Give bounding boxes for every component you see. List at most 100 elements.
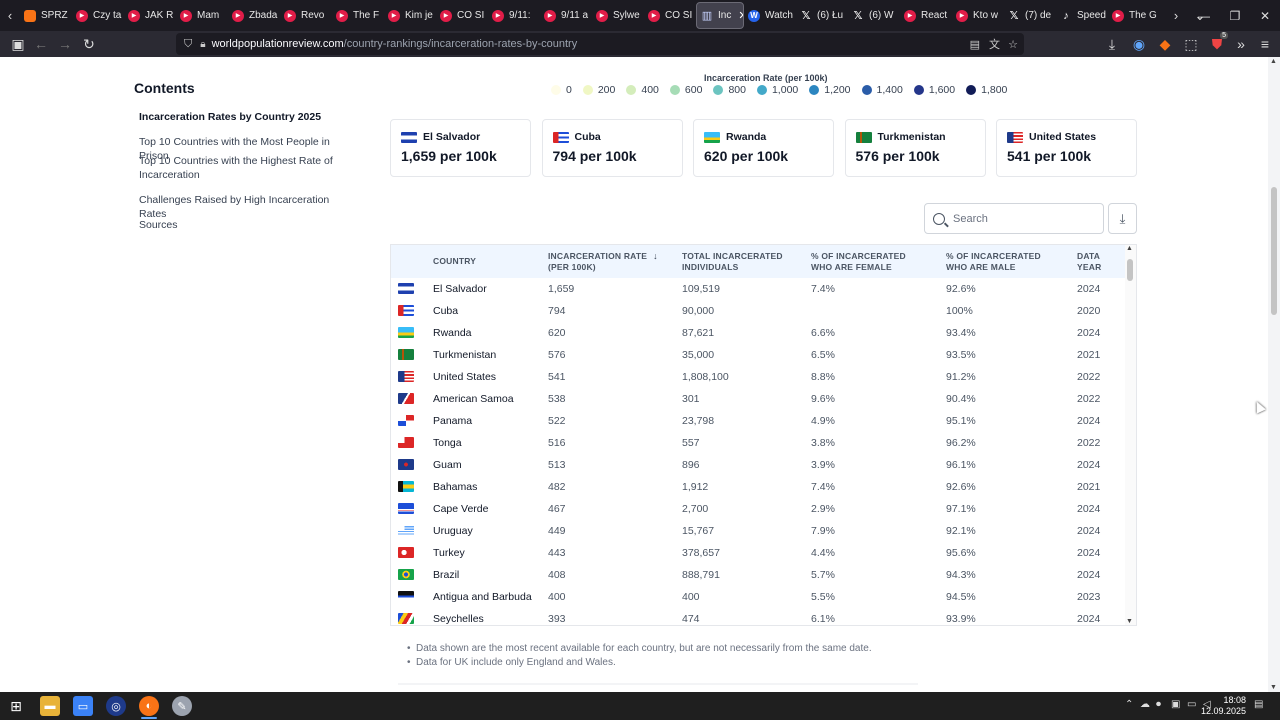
browser-tab[interactable]: SPRZ [20, 2, 72, 29]
browser-tab[interactable]: ▶ 9/11 a [540, 2, 592, 29]
minimize-icon[interactable]: — [1198, 8, 1210, 23]
network-icon[interactable]: ▣ [1171, 699, 1181, 710]
tray-chevron-up-icon[interactable]: ⌃ [1125, 699, 1134, 710]
app-tool-icon[interactable]: ✎ [172, 696, 192, 716]
table-row[interactable]: El Salvador 1,659 109,519 7.4% 92.6% 2024 [391, 278, 1126, 300]
legend-item[interactable]: 1,200 [809, 84, 851, 96]
browser-tab[interactable]: ▶ The G [1108, 2, 1160, 29]
table-row[interactable]: Turkey 443 378,657 4.4% 95.6% 2024 [391, 542, 1126, 564]
toc-link[interactable]: Incarceration Rates by Country 2025 [139, 111, 322, 123]
table-scrollbar[interactable]: ▲ ▼ [1125, 245, 1136, 625]
bookmark-star-icon[interactable]: ☆ [1008, 38, 1018, 51]
page-scroll-down-icon[interactable]: ▼ [1270, 684, 1277, 691]
table-row[interactable]: Panama 522 23,798 4.9% 95.1% 2024 [391, 410, 1126, 432]
page-scroll-up-icon[interactable]: ▲ [1270, 58, 1277, 65]
sort-desc-icon[interactable]: ↓ [653, 251, 658, 261]
browser-tab[interactable]: ♪ Speed [1056, 2, 1108, 29]
legend-item[interactable]: 200 [582, 84, 615, 96]
table-scroll-thumb[interactable] [1127, 259, 1133, 281]
legend-item[interactable]: 1,800 [966, 84, 1007, 96]
table-row[interactable]: Brazil 408 888,791 5.7% 94.3% 2024 [391, 564, 1126, 586]
legend-item[interactable]: 400 [626, 84, 659, 96]
toc-link[interactable]: Top 10 Countries with the Most People in… [139, 136, 330, 162]
legend-item[interactable]: 1,600 [913, 84, 955, 96]
tab-list-chevron-down-icon[interactable]: ⌄ [1194, 7, 1206, 23]
microphone-icon[interactable]: ⏺ [1156, 699, 1161, 710]
browser-tab[interactable]: 𝕏 (6) W [848, 2, 900, 29]
onedrive-cloud-icon[interactable]: ☁ [1140, 699, 1150, 710]
toc-link[interactable]: Top 10 Countries with the Highest Rate o… [139, 155, 333, 181]
more-tools-icon[interactable]: » [1237, 36, 1245, 52]
browser-tab[interactable]: ▶ React [900, 2, 952, 29]
download-data-button[interactable]: ⤓ [1108, 203, 1137, 234]
col-header-total[interactable]: TOTAL INCARCERATED INDIVIDUALS [682, 251, 783, 272]
lock-icon[interactable]: 🔒︎ [200, 38, 206, 50]
table-row[interactable]: United States 541 1,808,100 8.8% 91.2% 2022 [391, 366, 1126, 388]
close-tab-icon[interactable]: ✕ [738, 9, 743, 22]
table-row[interactable]: Cape Verde 467 2,700 2.9% 97.1% 2024 [391, 498, 1126, 520]
scroll-down-icon[interactable]: ▼ [1126, 618, 1133, 625]
top-country-card[interactable]: El Salvador 1,659 per 100k [390, 119, 531, 177]
translate-icon[interactable]: 文 [989, 39, 1000, 51]
table-row[interactable]: Antigua and Barbuda 400 400 5.5% 94.5% 2023 [391, 586, 1126, 608]
reader-view-icon[interactable]: ▤ [969, 38, 980, 51]
search-input-placeholder[interactable]: Search [953, 212, 988, 225]
downloads-icon[interactable]: ⤓ [1108, 35, 1116, 52]
volume-icon[interactable]: ◁ [1203, 699, 1211, 710]
firefox-icon[interactable]: ◐ [139, 696, 159, 716]
browser-tab[interactable]: ▶ Kim je [384, 2, 436, 29]
windows-start-icon[interactable]: ⊞ [10, 697, 22, 714]
close-window-icon[interactable]: ✕ [1259, 8, 1271, 23]
browser-tab[interactable]: ▶ Revo [280, 2, 332, 29]
browser-tab[interactable]: 𝕏 (7) de [1004, 2, 1056, 29]
top-country-card[interactable]: Turkmenistan 576 per 100k [844, 119, 986, 177]
table-row[interactable]: Bahamas 482 1,912 7.4% 92.6% 2021 [391, 476, 1126, 498]
app-monitor-icon[interactable]: ▭ [73, 696, 93, 716]
steam-icon[interactable]: ◎ [106, 696, 126, 716]
legend-item[interactable]: 0 [551, 84, 572, 96]
col-header-year[interactable]: DATA YEAR [1077, 251, 1102, 272]
forward-icon[interactable]: → [58, 36, 72, 52]
top-country-card[interactable]: Rwanda 620 per 100k [693, 119, 834, 177]
browser-tab[interactable]: ▶ Kto w [952, 2, 1004, 29]
notifications-icon[interactable]: ▤ [1254, 699, 1264, 710]
vpn-extension-icon[interactable]: ◉ [1132, 35, 1146, 52]
app-menu-icon[interactable]: ≡ [1260, 36, 1270, 52]
clock[interactable]: 18:08 12.09.2025 [1201, 695, 1246, 717]
browser-tab[interactable]: ▶ 9/11: [488, 2, 540, 29]
col-header-country[interactable]: COUNTRY [433, 256, 477, 266]
browser-tab[interactable]: ▶ Mam [176, 2, 228, 29]
file-explorer-icon[interactable]: ▬ [40, 696, 60, 716]
scroll-up-icon[interactable]: ▲ [1126, 245, 1133, 252]
toc-link[interactable]: Challenges Raised by High Incarceration … [139, 194, 330, 220]
legend-item[interactable]: 1,400 [861, 84, 903, 96]
table-row[interactable]: Turkmenistan 576 35,000 6.5% 93.5% 2021 [391, 344, 1126, 366]
sidebar-toggle-icon[interactable]: ▣ [11, 35, 25, 52]
display-icon[interactable]: ▭ [1187, 699, 1197, 710]
legend-item[interactable]: 800 [713, 84, 746, 96]
col-header-rate[interactable]: INCARCERATION RATE ↓ (PER 100K) [548, 251, 658, 272]
tab-scroll-left-icon[interactable]: ‹ [7, 8, 13, 23]
table-row[interactable]: Rwanda 620 87,621 6.6% 93.4% 2024 [391, 322, 1126, 344]
tab-scroll-right-icon[interactable]: › [1173, 8, 1179, 23]
back-icon[interactable]: ← [34, 36, 48, 52]
table-row[interactable]: Uruguay 449 15,767 7.9% 92.1% 2024 [391, 520, 1126, 542]
browser-tab[interactable]: W Watch [744, 2, 796, 29]
browser-tab[interactable]: ▶ Sylwe [592, 2, 644, 29]
top-country-card[interactable]: United States 541 per 100k [996, 119, 1137, 177]
legend-item[interactable]: 600 [669, 84, 702, 96]
toc-link[interactable]: Sources [139, 219, 178, 231]
col-header-female[interactable]: % OF INCARCERATED WHO ARE FEMALE [811, 251, 906, 272]
browser-tab[interactable]: ▶ CO SI [436, 2, 488, 29]
browser-tab[interactable]: ▶ JAK R [124, 2, 176, 29]
extension-fox-icon[interactable]: ◆ [1159, 35, 1171, 52]
legend-item[interactable]: 1,000 [756, 84, 798, 96]
extensions-puzzle-icon[interactable]: ⬚ [1184, 35, 1198, 52]
browser-tab[interactable]: ▶ The F [332, 2, 384, 29]
ublock-extension-icon[interactable]: ⛊ 5 [1211, 32, 1228, 52]
browser-tab[interactable]: ▶ CO SI [644, 2, 696, 29]
table-row[interactable]: Tonga 516 557 3.8% 96.2% 2022 [391, 432, 1126, 454]
address-bar[interactable]: ⛉ 🔒︎ worldpopulationreview.com/country-r… [176, 33, 1024, 55]
restore-icon[interactable]: ❐ [1229, 8, 1241, 23]
search-box[interactable]: Search [924, 203, 1104, 234]
